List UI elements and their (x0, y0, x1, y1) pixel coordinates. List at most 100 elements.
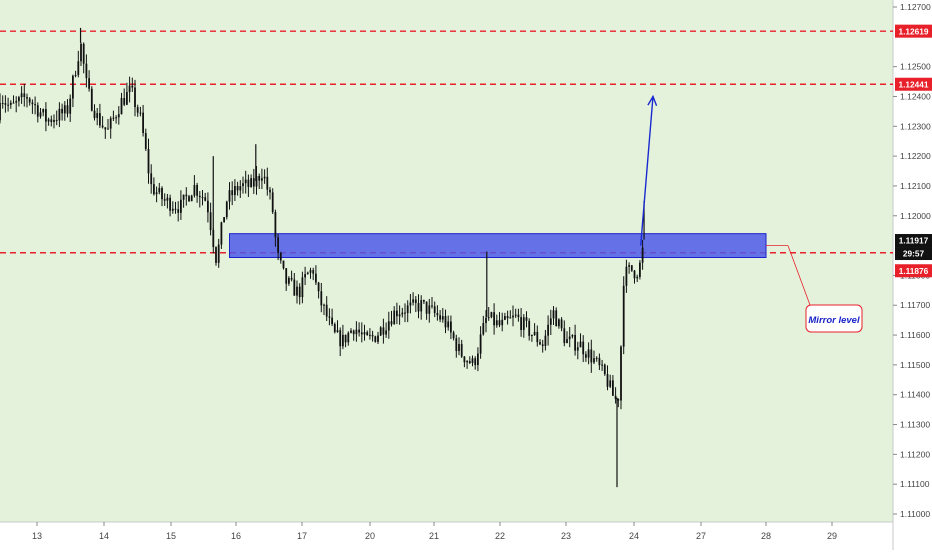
price-tag-level-bg (895, 77, 932, 91)
candle-body (201, 197, 204, 199)
candle-body (279, 252, 282, 261)
price-axis-ticks: 1.12700 1.12500 1.12400 1.12300 1.12200 1.121… (893, 2, 931, 519)
candle-body (344, 334, 347, 343)
candle-body (576, 347, 579, 351)
candle-body (452, 332, 455, 339)
candle-body (528, 320, 531, 336)
candle-body (20, 93, 23, 98)
candle-body (347, 332, 350, 343)
candle-body (539, 342, 541, 345)
time-tick-label: 23 (561, 531, 571, 541)
projection-arrow (640, 94, 658, 246)
candle-body (439, 315, 441, 320)
candle-body (190, 195, 193, 202)
candle-body (115, 117, 117, 119)
candle-body (617, 399, 620, 401)
candle-body (460, 344, 463, 357)
candle-body (247, 179, 250, 187)
candle-body (185, 194, 188, 197)
time-tick-label: 15 (166, 531, 176, 541)
candles (0, 27, 645, 488)
candle-body (58, 108, 61, 121)
candle-body (28, 98, 31, 103)
candle-body (420, 300, 423, 312)
time-tick-label: 28 (761, 531, 771, 541)
candle-body (487, 317, 490, 319)
candle-body (301, 277, 304, 298)
candle-body (387, 321, 390, 331)
candle-body (479, 334, 482, 354)
candle-body (4, 103, 7, 105)
candle-body (606, 374, 609, 387)
candle-body (180, 199, 182, 213)
candle-body (549, 318, 552, 325)
candle-body (7, 104, 9, 106)
candle-body (409, 302, 412, 306)
candle-body (53, 119, 55, 122)
candle-body (258, 176, 261, 181)
candle-body (26, 97, 28, 99)
candle-body (293, 279, 296, 296)
candle-body (109, 118, 112, 129)
plot-area (0, 0, 893, 522)
candle-body (455, 338, 458, 352)
candle-body (188, 196, 190, 202)
candle-body (333, 324, 336, 333)
candle-body (498, 320, 501, 326)
candle-body (363, 332, 366, 335)
candle-body (406, 305, 409, 314)
candle-body (412, 299, 414, 303)
candle-body (155, 192, 158, 195)
candle-body (142, 112, 144, 134)
candle-body (579, 341, 582, 348)
candle-body (504, 316, 506, 320)
candle-body (641, 247, 644, 263)
candle-body (120, 98, 123, 115)
candle-body (587, 349, 590, 358)
candle-body (555, 310, 558, 327)
candle-body (360, 332, 363, 335)
candle-body (490, 312, 493, 318)
candle-body (414, 299, 417, 304)
candle-body (18, 97, 20, 102)
time-tick-label: 22 (495, 531, 505, 541)
candle-body (509, 317, 512, 319)
time-tick-label: 24 (629, 531, 639, 541)
candle-body (433, 306, 436, 314)
candle-body (520, 317, 522, 330)
candle-body (468, 361, 471, 364)
candle-body (309, 270, 312, 273)
time-axis[interactable] (0, 522, 893, 550)
time-tick-label: 13 (32, 531, 42, 541)
candle-body (444, 316, 447, 328)
candle-body (0, 102, 1, 121)
candle-body (1, 102, 4, 104)
candle-body (609, 380, 612, 387)
candle-body (595, 357, 598, 359)
candle-body (36, 105, 39, 117)
candle-body (547, 324, 549, 336)
candle-body (385, 330, 387, 335)
price-tag-level: 1.11876 (899, 266, 929, 276)
candle-body (566, 339, 568, 344)
candle-body (431, 305, 433, 307)
candle-body (401, 312, 404, 315)
price-tick-label: 1.12100 (900, 181, 931, 191)
candle-body (77, 61, 80, 76)
candle-body (304, 274, 306, 278)
candle-body (639, 262, 641, 277)
candle-body (82, 43, 85, 64)
candle-body (204, 197, 207, 201)
candle-body (150, 173, 153, 185)
candle-body (560, 319, 563, 329)
price-tick-label: 1.11300 (900, 420, 930, 430)
arrow-head (647, 94, 658, 107)
candle-body (242, 183, 244, 187)
candle-body (563, 328, 566, 344)
candle-body (495, 320, 498, 326)
candle-body (34, 104, 36, 106)
price-tick-label: 1.12400 (900, 91, 931, 101)
candle-body (171, 208, 174, 211)
candle-body (339, 330, 342, 347)
candle-body (209, 212, 212, 231)
